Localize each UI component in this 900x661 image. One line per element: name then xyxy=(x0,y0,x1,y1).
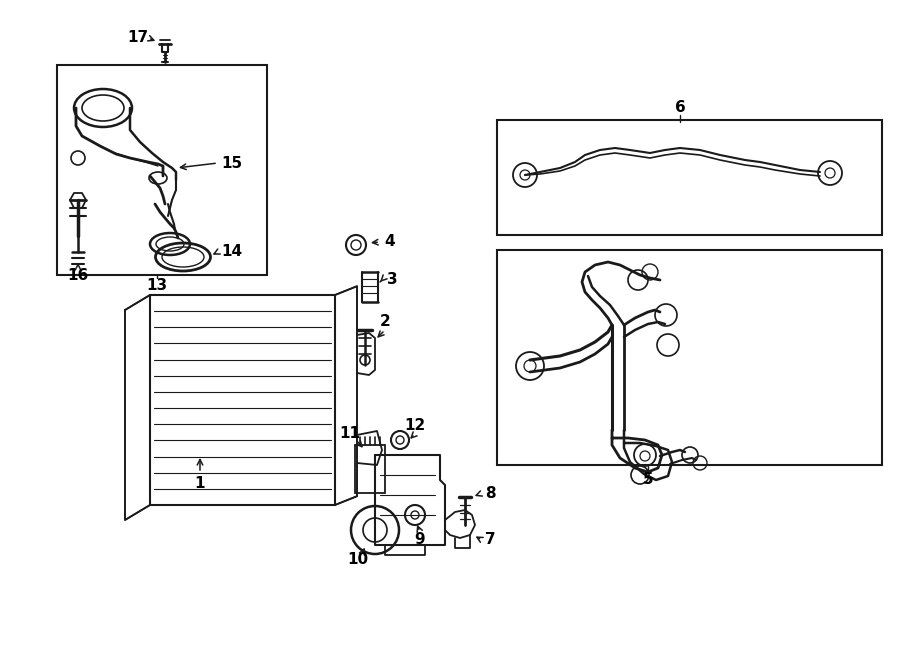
Bar xyxy=(497,120,882,235)
Text: 10: 10 xyxy=(347,553,369,568)
Text: 16: 16 xyxy=(68,268,88,284)
Text: 2: 2 xyxy=(380,315,391,329)
Text: 12: 12 xyxy=(404,418,426,432)
Text: 8: 8 xyxy=(485,486,495,502)
Text: 1: 1 xyxy=(194,475,205,490)
Bar xyxy=(150,295,335,505)
Bar xyxy=(497,250,882,465)
Text: 4: 4 xyxy=(384,235,395,249)
Text: 13: 13 xyxy=(147,278,167,293)
Text: 11: 11 xyxy=(339,426,361,440)
Text: 7: 7 xyxy=(485,533,495,547)
Text: 14: 14 xyxy=(221,245,243,260)
Text: 9: 9 xyxy=(415,533,426,547)
Bar xyxy=(57,65,267,275)
Bar xyxy=(355,445,385,493)
Text: 15: 15 xyxy=(221,155,243,171)
Text: 17: 17 xyxy=(128,30,148,46)
Text: 5: 5 xyxy=(643,473,653,488)
Text: 3: 3 xyxy=(387,272,397,288)
Text: 6: 6 xyxy=(675,100,686,116)
